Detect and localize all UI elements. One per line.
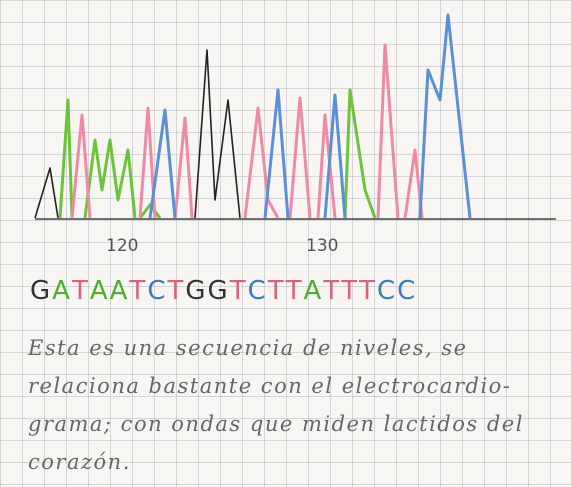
note-line: Esta es una secuencia de niveles, se xyxy=(28,336,558,374)
base: T xyxy=(286,276,303,306)
base: A xyxy=(304,276,323,306)
base: T xyxy=(72,276,89,306)
red-trace xyxy=(72,45,422,218)
base: T xyxy=(230,276,247,306)
base: G xyxy=(30,276,51,306)
base: A xyxy=(52,276,71,306)
base: C xyxy=(248,276,267,306)
base: G xyxy=(185,276,206,306)
notebook-page: 120 130 GATAATCTGGTCTTATTTCC Esta es una… xyxy=(0,0,571,487)
axis-label: 120 xyxy=(106,236,138,256)
base: A xyxy=(110,276,129,306)
base: C xyxy=(377,276,396,306)
base: T xyxy=(167,276,184,306)
base: A xyxy=(90,276,109,306)
base: T xyxy=(323,276,340,306)
base: C xyxy=(397,276,416,306)
note-line: corazón. xyxy=(28,450,558,487)
base: G xyxy=(208,276,229,306)
base: T xyxy=(359,276,376,306)
base: T xyxy=(129,276,146,306)
base: C xyxy=(147,276,166,306)
note-line: grama; con ondas que miden lactidos del xyxy=(28,412,558,450)
base: T xyxy=(268,276,285,306)
axis-label: 130 xyxy=(306,236,338,256)
base: T xyxy=(341,276,358,306)
blue-trace xyxy=(150,15,470,218)
note-line: relaciona bastante con el electrocardio- xyxy=(28,374,558,412)
